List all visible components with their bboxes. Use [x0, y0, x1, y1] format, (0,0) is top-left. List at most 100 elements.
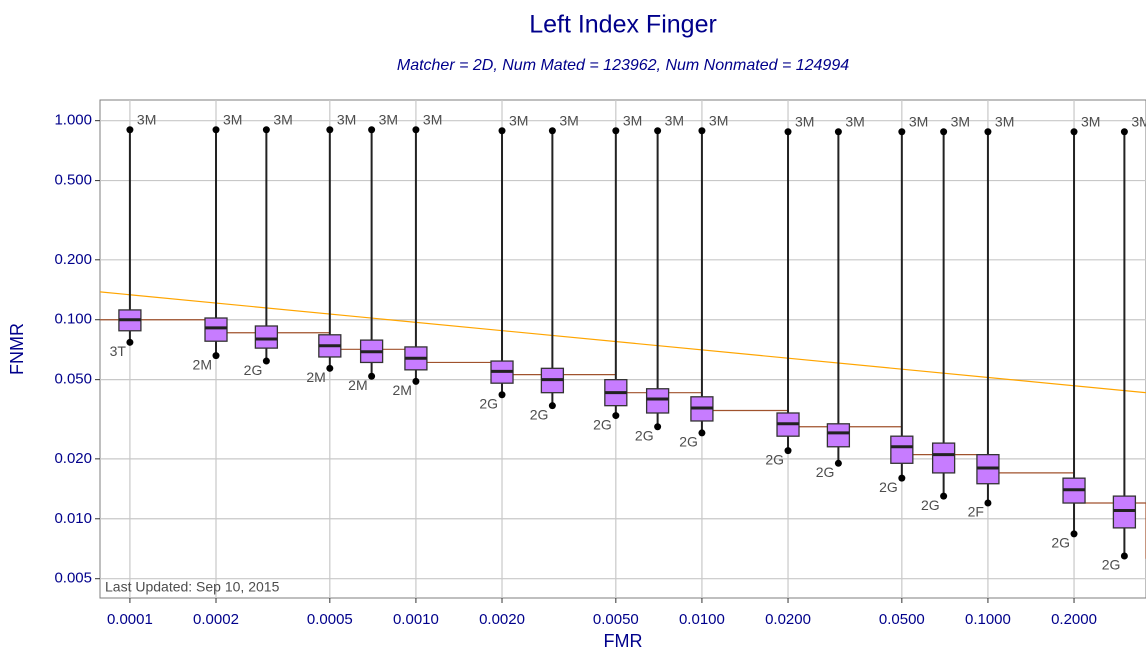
- lower-label: 2G: [479, 395, 498, 411]
- y-tick-label: 0.010: [54, 510, 92, 527]
- lower-label: 2G: [879, 479, 898, 495]
- upper-label: 3M: [845, 113, 864, 129]
- x-tick-label: 0.2000: [1051, 611, 1097, 628]
- y-axis-label: FNMR: [7, 323, 27, 375]
- upper-point: [1070, 128, 1078, 136]
- chart-subtitle: Matcher = 2D, Num Mated = 123962, Num No…: [397, 57, 849, 74]
- upper-label: 3M: [1131, 113, 1146, 129]
- upper-label: 3M: [1081, 113, 1100, 129]
- x-tick-label: 0.0100: [679, 611, 725, 628]
- upper-point: [784, 128, 792, 136]
- upper-point: [548, 127, 556, 135]
- lower-point: [984, 499, 992, 507]
- upper-label: 3M: [337, 111, 356, 127]
- x-tick-label: 0.0020: [479, 611, 525, 628]
- upper-label: 3M: [509, 112, 528, 128]
- lower-point: [368, 372, 376, 380]
- line: [100, 291, 1146, 394]
- lower-label: 2G: [244, 362, 263, 378]
- box: [826, 423, 851, 448]
- y-tick-label: 0.050: [54, 371, 92, 388]
- lower-point: [126, 338, 134, 346]
- x-tick-label: 0.0500: [879, 611, 925, 628]
- upper-point: [834, 128, 842, 136]
- y-tick-label: 0.100: [54, 311, 92, 328]
- x-tick-label: 0.1000: [965, 611, 1011, 628]
- lower-label: 2M: [392, 382, 411, 398]
- upper-point: [326, 126, 334, 134]
- y-tick-label: 1.000: [54, 112, 92, 129]
- x-tick-label: 0.0001: [107, 611, 153, 628]
- upper-label: 3M: [795, 113, 814, 129]
- upper-point: [612, 127, 620, 135]
- lower-point: [326, 364, 334, 372]
- y-tick-label: 0.200: [54, 251, 92, 268]
- lower-point: [262, 357, 270, 365]
- upper-point: [654, 127, 662, 135]
- box: [931, 442, 956, 474]
- plot-area: 3M 3T 3M 2M 3M 2G 3M 2M 3M 2M 3M 2M 3M 2G 3M 2G 3M 2G 3M 2G…: [100, 111, 1146, 573]
- lower-point: [940, 492, 948, 500]
- lower-point: [412, 377, 420, 385]
- upper-point: [368, 126, 376, 134]
- lower-label: 2G: [921, 497, 940, 513]
- lower-point: [548, 402, 556, 410]
- x-axis-label: FMR: [604, 631, 643, 651]
- box: [204, 317, 228, 342]
- upper-label: 3M: [909, 113, 928, 129]
- y-tick-label: 0.020: [54, 450, 92, 467]
- upper-point: [126, 126, 134, 134]
- lower-label: 2M: [348, 377, 367, 393]
- upper-label: 3M: [273, 111, 292, 127]
- upper-point: [940, 128, 948, 136]
- lower-label: 2G: [816, 464, 835, 480]
- lower-point: [1070, 530, 1078, 538]
- upper-point: [262, 126, 270, 134]
- upper-point: [412, 126, 420, 134]
- panel: [99, 99, 1146, 599]
- box: [254, 325, 279, 349]
- upper-label: 3M: [137, 111, 156, 127]
- upper-label: 3M: [623, 112, 642, 128]
- lower-label: 3T: [110, 343, 127, 359]
- upper-label: 3M: [223, 111, 242, 127]
- lower-label: 2G: [1051, 535, 1070, 551]
- upper-label: 3M: [379, 111, 398, 127]
- box: [890, 435, 914, 464]
- lower-point: [654, 423, 662, 431]
- upper-point: [698, 127, 706, 135]
- annotation: Last Updated: Sep 10, 2015: [105, 579, 280, 595]
- lower-label: 2G: [679, 434, 698, 450]
- lower-point: [612, 412, 620, 420]
- lower-label: 2M: [193, 356, 212, 372]
- lower-point: [784, 447, 792, 455]
- x-tick-label: 0.0050: [593, 611, 639, 628]
- y-tick-label: 0.005: [54, 570, 92, 587]
- lower-label: 2F: [968, 504, 984, 520]
- lower-point: [834, 459, 842, 467]
- upper-point: [984, 128, 992, 136]
- x-tick-label: 0.0200: [765, 611, 811, 628]
- upper-point: [212, 126, 220, 134]
- lower-label: 2G: [765, 451, 784, 467]
- x-tick-label: 0.0010: [393, 611, 439, 628]
- chart-title: Left Index Finger: [529, 11, 717, 39]
- y-tick-label: 0.500: [54, 172, 92, 189]
- lower-point: [498, 391, 506, 399]
- upper-label: 3M: [951, 113, 970, 129]
- upper-point: [1120, 128, 1128, 136]
- upper-label: 3M: [423, 111, 442, 127]
- x-tick-label: 0.0005: [307, 611, 353, 628]
- x-tick-label: 0.0002: [193, 611, 239, 628]
- upper-label: 3M: [709, 112, 728, 128]
- upper-label: 3M: [559, 112, 578, 128]
- lower-point: [212, 352, 220, 360]
- lower-point: [898, 474, 906, 482]
- box: [645, 388, 670, 414]
- lower-label: 2G: [530, 406, 549, 422]
- lower-label: 2G: [593, 416, 612, 432]
- lower-point: [1120, 552, 1128, 560]
- upper-label: 3M: [665, 112, 684, 128]
- lower-point: [698, 429, 706, 437]
